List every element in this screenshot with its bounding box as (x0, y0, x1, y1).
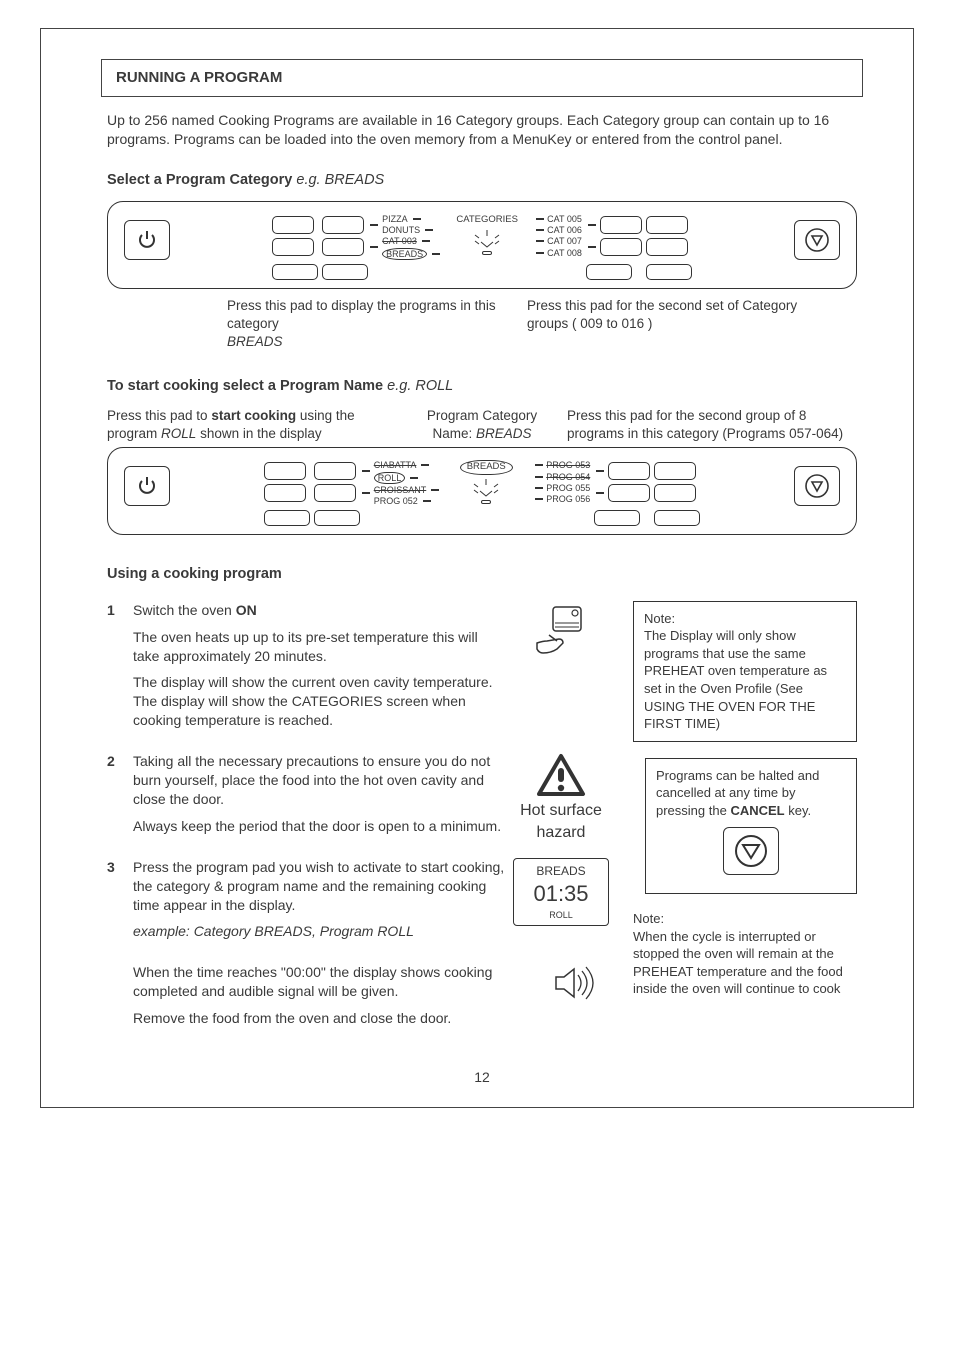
list-item: PROG 052 (374, 496, 440, 506)
pad[interactable] (264, 484, 306, 502)
left-program-list: CIABATTA ROLLCROISSANTPROG 052 (374, 460, 440, 526)
section-heading: RUNNING A PROGRAM (101, 59, 863, 97)
panel1-right-caption: Press this pad for the second set of Cat… (527, 297, 827, 352)
center-display: BREADS (443, 460, 529, 526)
list-item: CIABATTA (374, 460, 440, 470)
annot-left: Press this pad to start cooking using th… (107, 407, 397, 443)
select-heading-eg: e.g. BREADS (296, 172, 384, 188)
left-pad-column-2 (322, 214, 378, 280)
pad[interactable] (654, 462, 696, 480)
pad[interactable] (594, 510, 640, 526)
oven-hand-icon (513, 601, 609, 657)
tiny-pad (482, 251, 492, 255)
right-pad-column (586, 214, 642, 280)
pad[interactable] (586, 264, 632, 280)
list-item: CAT 007 (534, 236, 582, 246)
annot-mid: Program Category Name: BREADS (407, 407, 557, 443)
right-program-list: PROG 053 PROG 054PROG 055PROG 056 (533, 460, 590, 526)
pad[interactable] (272, 238, 314, 256)
pad[interactable] (646, 238, 688, 256)
center-display: CATEGORIES (444, 214, 530, 280)
pad[interactable] (264, 510, 310, 526)
power-button[interactable] (124, 466, 170, 506)
stop-button[interactable] (794, 220, 840, 260)
step-num-2: 2 (107, 752, 125, 771)
hot-surface-icon: Hot surface hazard (513, 752, 609, 843)
tiny-pad (481, 500, 491, 504)
start-heading: To start cooking select a Program Name e… (107, 377, 863, 397)
panel1-left-caption: Press this pad to display the programs i… (227, 297, 507, 352)
list-item: CAT 003 (382, 236, 440, 246)
power-button[interactable] (124, 220, 170, 260)
step-3-text: Press the program pad you wish to activa… (133, 858, 505, 950)
intro-text: Up to 256 named Cooking Programs are ava… (107, 111, 857, 149)
note-2: Note: When the cycle is interrupted or s… (633, 910, 857, 998)
step-3-cont: When the time reaches "00:00" the displa… (133, 963, 531, 1036)
display-example: BREADS 01:35 ROLL (513, 858, 609, 926)
select-heading: Select a Program Category e.g. BREADS (107, 171, 863, 191)
list-item: ROLL (374, 472, 440, 484)
pad[interactable] (322, 238, 364, 256)
step-2-text: Taking all the necessary precautions to … (133, 752, 505, 844)
annot-right: Press this pad for the second group of 8… (567, 407, 857, 443)
down-arrows-icon (471, 477, 501, 497)
list-item: CAT 008 (534, 248, 582, 258)
center-title: BREADS (460, 460, 513, 475)
using-heading: Using a cooking program (107, 565, 863, 585)
cancel-note: Programs can be halted and cancelled at … (645, 758, 857, 895)
pad[interactable] (322, 264, 368, 280)
center-title: CATEGORIES (456, 214, 518, 227)
page-number: 12 (101, 1068, 863, 1087)
step-1-text: Switch the oven ON The oven heats up up … (133, 601, 505, 738)
list-item: DONUTS (382, 225, 440, 235)
right-category-list: CAT 005CAT 006CAT 007 CAT 008 (534, 214, 582, 280)
pad[interactable] (608, 462, 650, 480)
pad[interactable] (646, 216, 688, 234)
left-category-list: PIZZADONUTSCAT 003 BREADS (382, 214, 440, 280)
list-item: CAT 006 (534, 225, 582, 235)
list-item: PROG 054 (533, 472, 590, 482)
list-item: PROG 053 (533, 460, 590, 470)
select-heading-main: Select a Program Category (107, 172, 292, 188)
list-item: BREADS (382, 248, 440, 260)
pad[interactable] (314, 462, 356, 480)
pad[interactable] (646, 264, 692, 280)
cancel-key-icon[interactable] (723, 827, 779, 875)
right-pad-column-2 (646, 214, 692, 280)
control-panel-programs: CIABATTA ROLLCROISSANTPROG 052 BREADS PRO… (107, 447, 857, 535)
list-item: PIZZA (382, 214, 440, 224)
list-item: CROISSANT (374, 485, 440, 495)
pad[interactable] (600, 216, 642, 234)
speaker-icon (539, 963, 609, 1003)
stop-button[interactable] (794, 466, 840, 506)
pad[interactable] (654, 484, 696, 502)
pad[interactable] (608, 484, 650, 502)
step-num-1: 1 (107, 601, 125, 620)
control-panel-categories: PIZZADONUTSCAT 003 BREADS CATEGORIES CAT … (107, 201, 857, 289)
down-arrows-icon (472, 228, 502, 248)
pad[interactable] (600, 238, 642, 256)
pad[interactable] (314, 484, 356, 502)
list-item: PROG 056 (533, 494, 590, 504)
list-item: CAT 005 (534, 214, 582, 224)
pad[interactable] (272, 264, 318, 280)
note-1: Note: The Display will only show program… (633, 601, 857, 742)
left-pad-column (272, 214, 318, 280)
pad[interactable] (264, 462, 306, 480)
pad[interactable] (314, 510, 360, 526)
step-num-3: 3 (107, 858, 125, 877)
pad[interactable] (272, 216, 314, 234)
pad[interactable] (322, 216, 364, 234)
list-item: PROG 055 (533, 483, 590, 493)
pad[interactable] (654, 510, 700, 526)
